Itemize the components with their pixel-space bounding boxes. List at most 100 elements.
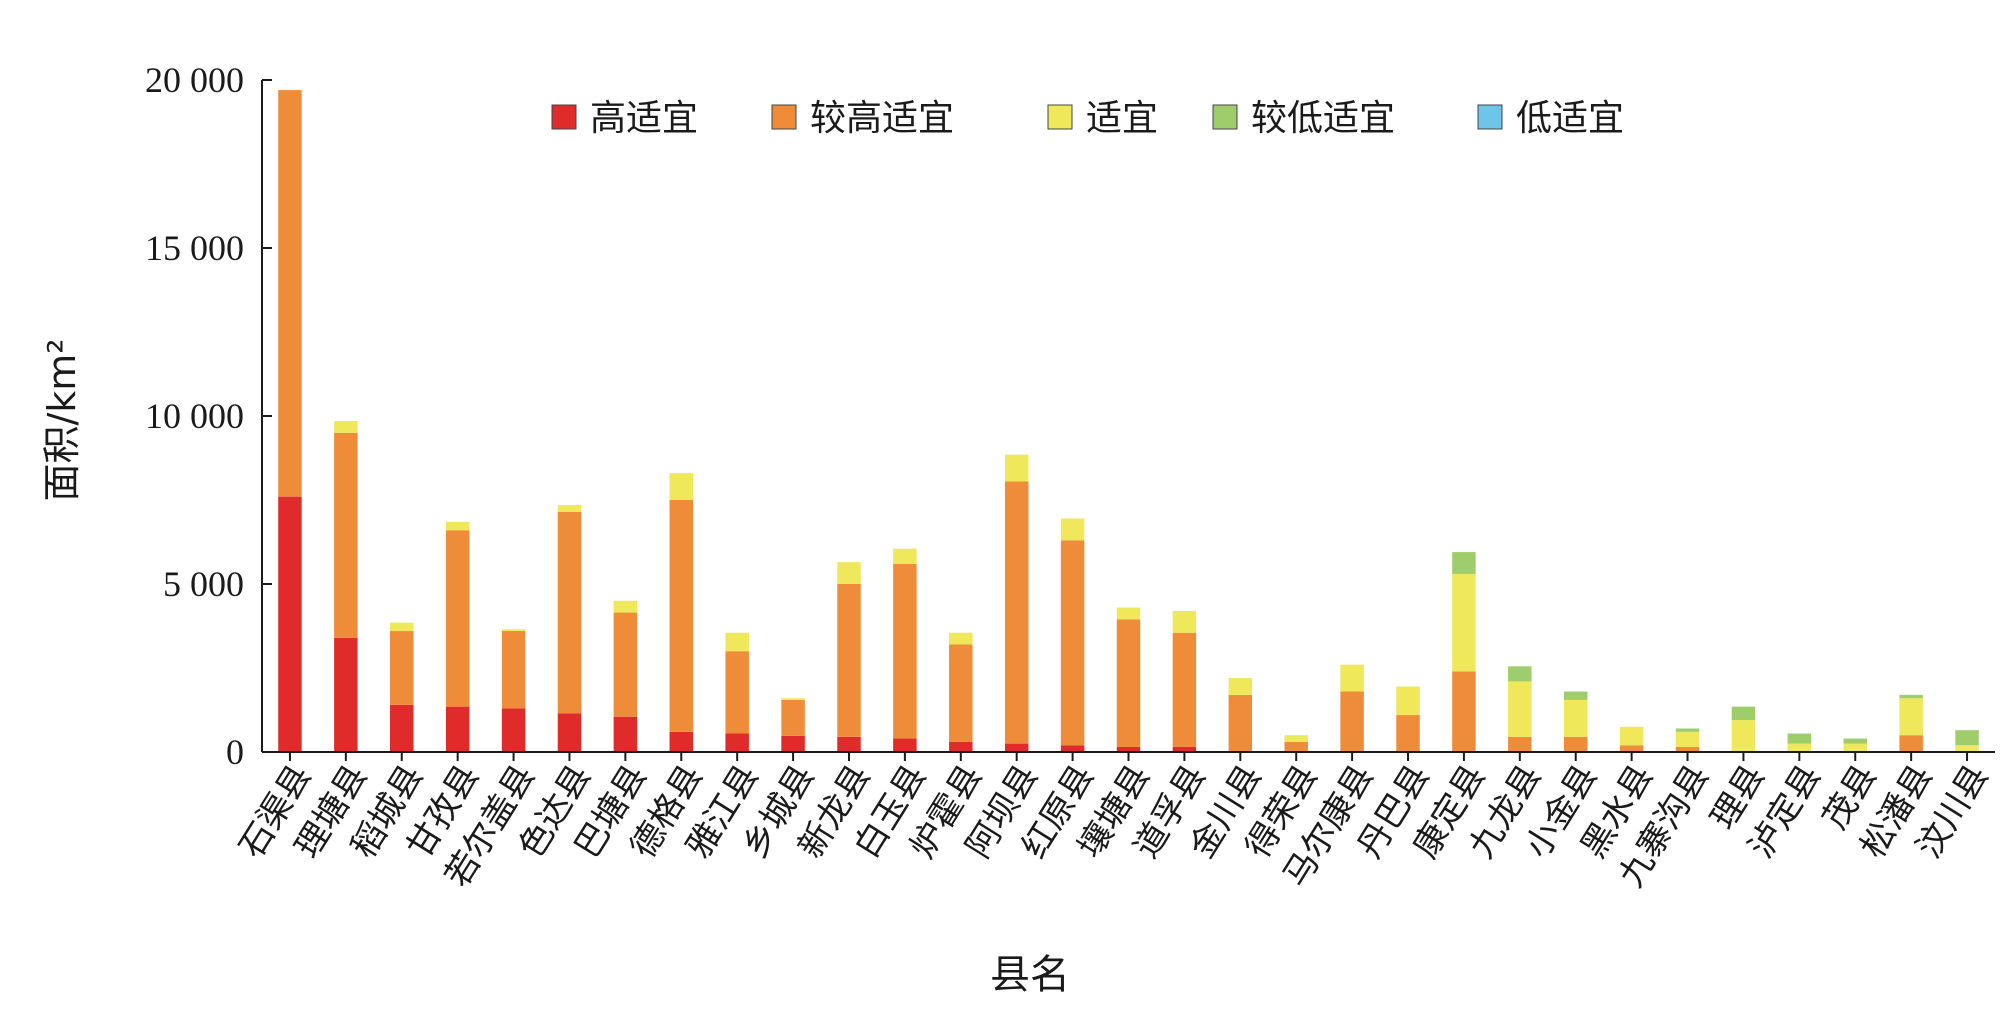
bar-小金县-较低适宜 [1563, 691, 1588, 700]
legend-label: 较高适宜 [810, 98, 954, 139]
bar-若尔盖县-高适宜 [501, 708, 526, 752]
bar-丹巴县-较高适宜 [1396, 715, 1420, 752]
bar-马尔康县-适宜 [1340, 664, 1364, 692]
bar-甘孜县-高适宜 [445, 706, 470, 752]
bar-汶川县-较低适宜 [1955, 730, 1979, 746]
legend-label: 低适宜 [1516, 98, 1624, 139]
bar-得荣县-较高适宜 [1284, 741, 1308, 752]
bar-红原县-适宜 [1060, 518, 1085, 541]
bar-九寨沟县-适宜 [1675, 731, 1700, 747]
bar-色达县-高适宜 [557, 713, 582, 752]
bar-金川县-适宜 [1228, 678, 1253, 695]
bar-九龙县-较低适宜 [1508, 666, 1532, 682]
bar-乡城县-适宜 [781, 698, 805, 700]
bar-理县-适宜 [1731, 720, 1756, 752]
legend-swatch [771, 104, 797, 130]
bar-松潘县-适宜 [1899, 698, 1923, 736]
bar-色达县-较高适宜 [557, 511, 582, 714]
y-tick-label: 15 000 [145, 228, 244, 268]
bar-康定县-较低适宜 [1452, 552, 1476, 574]
bar-稻城县-适宜 [390, 622, 414, 632]
bar-雅江县-适宜 [725, 632, 749, 652]
bar-九龙县-较高适宜 [1508, 736, 1532, 752]
bar-九龙县-适宜 [1508, 681, 1532, 737]
bar-雅江县-高适宜 [725, 733, 749, 752]
bar-炉霍县-高适宜 [949, 741, 973, 752]
bar-若尔盖县-适宜 [501, 629, 526, 632]
bar-石渠县-高适宜 [278, 496, 302, 752]
y-tick-label: 0 [226, 732, 244, 772]
bar-稻城县-高适宜 [390, 704, 414, 752]
legend-swatch [1477, 104, 1503, 130]
bars-layer [278, 90, 1979, 752]
bar-康定县-适宜 [1452, 573, 1476, 672]
bar-康定县-较高适宜 [1452, 671, 1476, 752]
legend: 高适宜 较高适宜 适宜 较低适宜 低适宜 [551, 98, 1624, 139]
bar-稻城县-较高适宜 [390, 631, 414, 705]
bar-道孚县-较高适宜 [1172, 632, 1197, 747]
bar-巴塘县-适宜 [613, 600, 638, 613]
legend-swatch [1047, 104, 1073, 130]
bar-泸定县-适宜 [1787, 743, 1812, 752]
y-tick-label: 20 000 [145, 60, 244, 100]
bar-松潘县-较高适宜 [1899, 735, 1923, 752]
bar-白玉县-较高适宜 [893, 563, 917, 739]
bar-九寨沟县-较高适宜 [1675, 746, 1700, 752]
bar-雅江县-较高适宜 [725, 651, 749, 734]
bar-乡城县-较高适宜 [781, 699, 805, 736]
bar-汶川县-适宜 [1955, 745, 1979, 752]
bar-理塘县-较高适宜 [334, 432, 358, 638]
bar-小金县-适宜 [1563, 699, 1588, 737]
bar-阿坝县-高适宜 [1004, 743, 1029, 752]
bar-壤塘县-高适宜 [1116, 746, 1141, 752]
bar-理塘县-高适宜 [334, 637, 358, 752]
bar-阿坝县-较高适宜 [1004, 481, 1029, 744]
y-axis-title: 面积/km² [40, 338, 84, 501]
bar-理县-较低适宜 [1731, 706, 1756, 721]
bar-得荣县-适宜 [1284, 735, 1308, 742]
bar-丹巴县-适宜 [1396, 686, 1420, 716]
bar-黑水县-适宜 [1619, 726, 1644, 746]
legend-label: 较低适宜 [1251, 98, 1395, 139]
bar-壤塘县-较高适宜 [1116, 619, 1141, 747]
bar-色达县-适宜 [557, 505, 582, 512]
bar-壤塘县-适宜 [1116, 607, 1141, 620]
bar-马尔康县-较高适宜 [1340, 691, 1364, 752]
x-axis-title: 县名 [990, 952, 1070, 998]
bar-石渠县-较高适宜 [278, 90, 302, 497]
legend-label: 适宜 [1086, 98, 1158, 139]
bar-新龙县-适宜 [837, 562, 861, 584]
bar-炉霍县-适宜 [949, 632, 973, 645]
y-tick-label: 10 000 [145, 396, 244, 436]
bar-巴塘县-较高适宜 [613, 612, 638, 717]
bar-甘孜县-适宜 [445, 521, 470, 531]
bar-黑水县-较高适宜 [1619, 745, 1644, 752]
bar-道孚县-适宜 [1172, 610, 1197, 633]
bar-松潘县-较低适宜 [1899, 694, 1923, 699]
bar-炉霍县-较高适宜 [949, 644, 973, 742]
bar-乡城县-高适宜 [781, 735, 805, 752]
bar-白玉县-适宜 [893, 548, 917, 564]
bar-新龙县-高适宜 [837, 736, 861, 752]
bar-泸定县-较低适宜 [1787, 733, 1812, 744]
bar-红原县-较高适宜 [1060, 540, 1085, 746]
bar-茂县-适宜 [1843, 743, 1867, 752]
legend-swatch [1212, 104, 1238, 130]
bar-白玉县-高适宜 [893, 738, 917, 752]
bar-茂县-较低适宜 [1843, 738, 1867, 744]
legend-label: 高适宜 [590, 98, 698, 139]
bar-道孚县-高适宜 [1172, 746, 1197, 752]
legend-swatch [551, 104, 577, 130]
bar-红原县-高适宜 [1060, 745, 1085, 752]
bar-德格县-适宜 [669, 473, 694, 500]
bar-金川县-较高适宜 [1228, 694, 1253, 752]
bar-德格县-高适宜 [669, 731, 694, 752]
bar-德格县-较高适宜 [669, 500, 694, 732]
y-tick-label: 5 000 [163, 564, 244, 604]
bar-若尔盖县-较高适宜 [501, 631, 526, 709]
bar-小金县-较高适宜 [1563, 736, 1588, 752]
bar-甘孜县-较高适宜 [445, 530, 470, 707]
